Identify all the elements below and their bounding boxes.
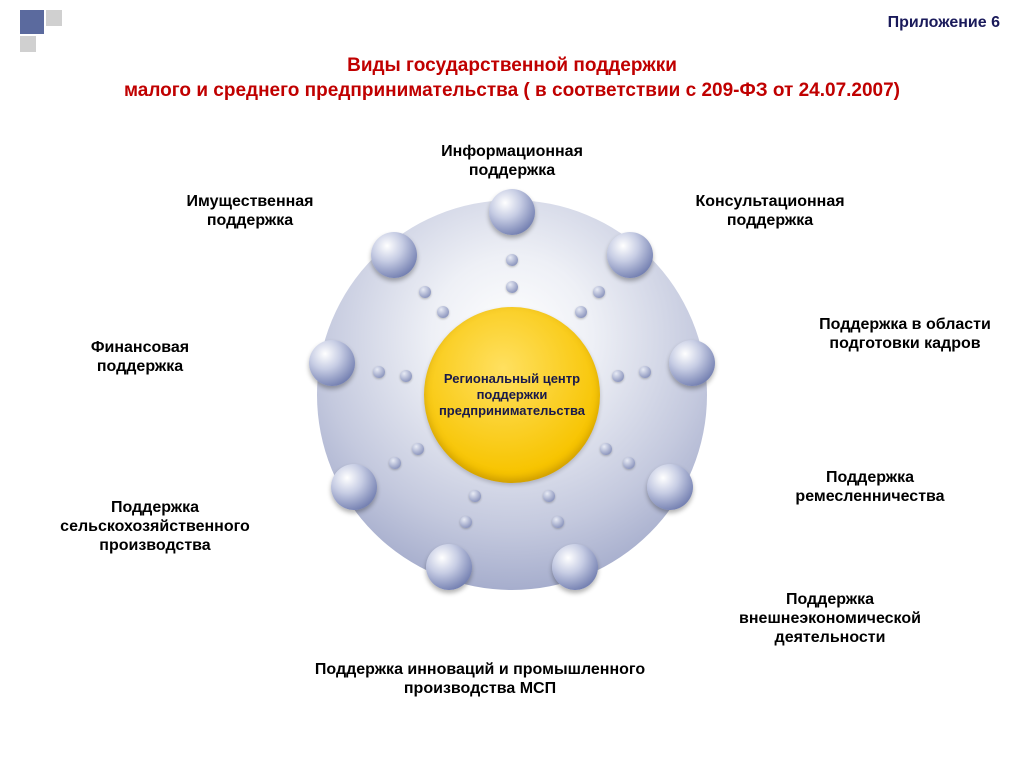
title-line-2: малого и среднего предпринимательства ( …: [0, 79, 1024, 104]
connector-dot: [373, 366, 385, 378]
center-circle: Региональный центр поддержки предпринима…: [424, 307, 600, 483]
connector-dot: [612, 370, 624, 382]
node-label: Поддержка внешнеэкономической деятельнос…: [700, 590, 960, 648]
connector-dot: [639, 366, 651, 378]
node-label: Имущественная поддержка: [150, 192, 350, 230]
connector-dot: [600, 443, 612, 455]
title-block: Виды государственной поддержки малого и …: [0, 54, 1024, 103]
node-sphere: [647, 464, 693, 510]
node-label: Поддержка инноваций и промышленного прои…: [295, 660, 665, 698]
node-sphere: [607, 232, 653, 278]
node-sphere: [489, 189, 535, 235]
node-sphere: [552, 544, 598, 590]
connector-dot: [460, 516, 472, 528]
connector-dot: [400, 370, 412, 382]
connector-dot: [552, 516, 564, 528]
connector-dot: [506, 281, 518, 293]
node-sphere: [331, 464, 377, 510]
radial-diagram: Региональный центр поддержки предпринима…: [0, 120, 1024, 760]
node-label: Поддержка в области подготовки кадров: [795, 315, 1015, 353]
connector-dot: [389, 457, 401, 469]
connector-dot: [437, 306, 449, 318]
connector-dot: [543, 490, 555, 502]
node-label: Консультационная поддержка: [665, 192, 875, 230]
connector-dot: [593, 286, 605, 298]
node-label: Финансовая поддержка: [50, 338, 230, 376]
connector-dot: [575, 306, 587, 318]
connector-dot: [469, 490, 481, 502]
center-text: Региональный центр поддержки предпринима…: [424, 367, 600, 424]
node-sphere: [426, 544, 472, 590]
node-label: Поддержка сельскохозяйственного производ…: [30, 498, 280, 556]
connector-dot: [506, 254, 518, 266]
node-label: Поддержка ремесленничества: [755, 468, 985, 506]
node-sphere: [371, 232, 417, 278]
node-sphere: [669, 340, 715, 386]
node-label: Информационная поддержка: [402, 142, 622, 180]
connector-dot: [623, 457, 635, 469]
connector-dot: [412, 443, 424, 455]
node-sphere: [309, 340, 355, 386]
appendix-label: Приложение 6: [888, 14, 1000, 32]
connector-dot: [419, 286, 431, 298]
title-line-1: Виды государственной поддержки: [0, 54, 1024, 79]
